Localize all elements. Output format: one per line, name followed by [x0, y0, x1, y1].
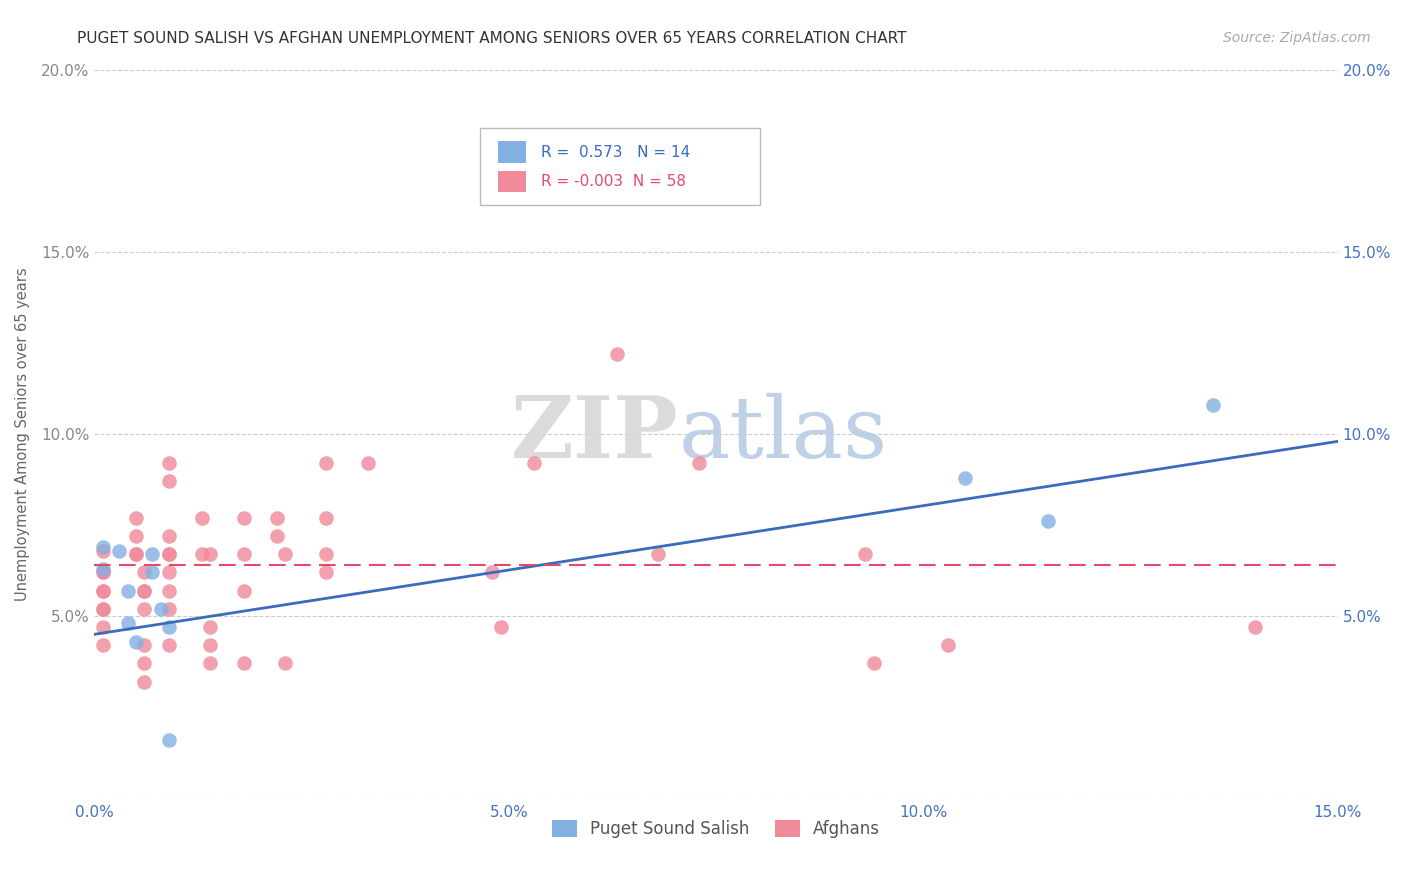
Point: [117, 616, 139, 631]
Point: [523, 456, 546, 470]
Point: [274, 657, 297, 671]
FancyBboxPatch shape: [479, 128, 759, 205]
Point: [853, 547, 876, 561]
Point: [132, 583, 155, 598]
Point: [132, 566, 155, 580]
Point: [862, 657, 884, 671]
Point: [357, 456, 380, 470]
Point: [266, 511, 288, 525]
Point: [274, 547, 297, 561]
Point: [1244, 620, 1267, 634]
Point: [157, 529, 180, 543]
Point: [606, 347, 628, 361]
Text: ZIP: ZIP: [510, 392, 679, 476]
Point: [191, 511, 214, 525]
Point: [157, 638, 180, 652]
Point: [108, 543, 131, 558]
Point: [232, 657, 254, 671]
Point: [125, 547, 148, 561]
Point: [157, 620, 180, 634]
Point: [132, 602, 155, 616]
Point: [157, 547, 180, 561]
Point: [157, 566, 180, 580]
Point: [157, 456, 180, 470]
Point: [125, 529, 148, 543]
Y-axis label: Unemployment Among Seniors over 65 years: Unemployment Among Seniors over 65 years: [15, 268, 30, 601]
Point: [91, 566, 114, 580]
Point: [149, 602, 172, 616]
Point: [91, 566, 114, 580]
Point: [125, 547, 148, 561]
Point: [200, 657, 222, 671]
Point: [688, 456, 710, 470]
Point: [315, 566, 337, 580]
FancyBboxPatch shape: [499, 142, 526, 163]
Point: [91, 562, 114, 576]
Point: [91, 602, 114, 616]
Point: [91, 543, 114, 558]
Point: [647, 547, 669, 561]
Point: [132, 657, 155, 671]
Point: [117, 583, 139, 598]
Point: [91, 540, 114, 554]
Point: [157, 732, 180, 747]
Text: atlas: atlas: [679, 392, 887, 475]
Point: [481, 566, 503, 580]
Point: [200, 638, 222, 652]
Point: [91, 583, 114, 598]
Point: [232, 583, 254, 598]
Point: [157, 547, 180, 561]
Point: [200, 620, 222, 634]
Point: [200, 547, 222, 561]
Point: [91, 602, 114, 616]
Point: [266, 529, 288, 543]
Point: [132, 583, 155, 598]
Point: [315, 511, 337, 525]
Point: [157, 602, 180, 616]
Point: [132, 638, 155, 652]
Point: [232, 547, 254, 561]
Point: [489, 620, 512, 634]
Point: [125, 511, 148, 525]
Point: [315, 547, 337, 561]
Point: [157, 583, 180, 598]
Point: [91, 638, 114, 652]
Point: [132, 674, 155, 689]
Point: [936, 638, 959, 652]
Point: [125, 634, 148, 648]
FancyBboxPatch shape: [499, 170, 526, 193]
Point: [91, 620, 114, 634]
Point: [141, 547, 163, 561]
Point: [1036, 515, 1059, 529]
Point: [315, 456, 337, 470]
Point: [91, 583, 114, 598]
Text: Source: ZipAtlas.com: Source: ZipAtlas.com: [1223, 31, 1371, 45]
Point: [157, 475, 180, 489]
Point: [953, 471, 976, 485]
Point: [232, 511, 254, 525]
Legend: Puget Sound Salish, Afghans: Puget Sound Salish, Afghans: [546, 813, 887, 845]
Text: R =  0.573   N = 14: R = 0.573 N = 14: [541, 145, 690, 160]
Point: [141, 566, 163, 580]
Text: R = -0.003  N = 58: R = -0.003 N = 58: [541, 174, 686, 189]
Text: PUGET SOUND SALISH VS AFGHAN UNEMPLOYMENT AMONG SENIORS OVER 65 YEARS CORRELATIO: PUGET SOUND SALISH VS AFGHAN UNEMPLOYMEN…: [77, 31, 907, 46]
Point: [191, 547, 214, 561]
Point: [1202, 398, 1225, 412]
